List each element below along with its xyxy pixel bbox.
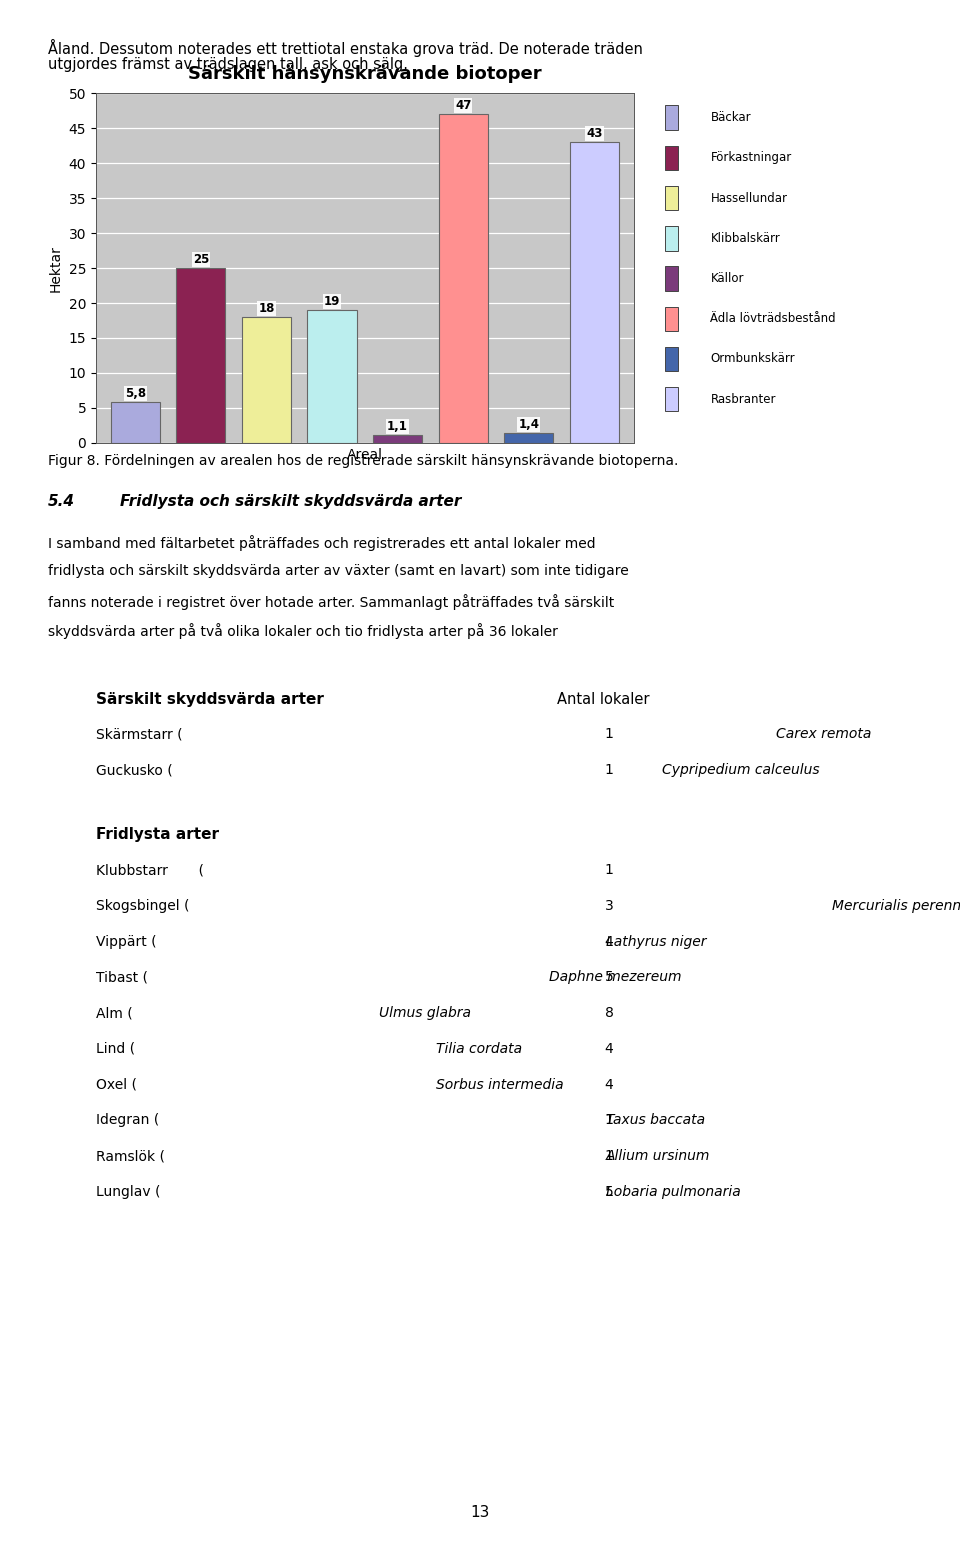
Text: Alm (: Alm ( — [96, 1005, 132, 1019]
Text: fanns noterade i registret över hotade arter. Sammanlagt påträffades två särskil: fanns noterade i registret över hotade a… — [48, 594, 614, 609]
Text: Tibast (: Tibast ( — [96, 970, 148, 984]
Text: 5: 5 — [605, 1184, 613, 1198]
Bar — [504, 434, 553, 443]
Text: 1: 1 — [605, 1148, 613, 1162]
Text: Allium ursinum: Allium ursinum — [606, 1148, 710, 1162]
Text: Förkastningar: Förkastningar — [710, 151, 792, 165]
Text: 43: 43 — [586, 127, 603, 140]
Text: 4: 4 — [605, 934, 613, 948]
Text: Sorbus intermedia: Sorbus intermedia — [436, 1077, 564, 1091]
Text: Guckusko (: Guckusko ( — [96, 763, 173, 777]
Text: 4: 4 — [605, 1041, 613, 1055]
Text: 25: 25 — [193, 253, 209, 266]
Text: Källor: Källor — [710, 272, 744, 284]
Text: Klibbalskärr: Klibbalskärr — [710, 232, 780, 246]
Text: Klubbstarr       (: Klubbstarr ( — [96, 862, 204, 876]
Text: Fridlysta och särskilt skyddsvärda arter: Fridlysta och särskilt skyddsvärda arter — [120, 494, 462, 510]
Bar — [242, 317, 291, 443]
Bar — [664, 266, 678, 291]
Y-axis label: Hektar: Hektar — [49, 244, 63, 292]
Text: 19: 19 — [324, 295, 340, 308]
Text: Lind (: Lind ( — [96, 1041, 135, 1055]
Bar — [664, 146, 678, 171]
Text: Åland. Dessutom noterades ett trettiotal enstaka grova träd. De noterade träden: Åland. Dessutom noterades ett trettiotal… — [48, 39, 643, 57]
Text: 5,8: 5,8 — [125, 387, 146, 401]
Bar — [177, 269, 226, 443]
Bar — [664, 186, 678, 210]
Text: 13: 13 — [470, 1504, 490, 1520]
Text: 5.4: 5.4 — [48, 494, 75, 510]
Text: utgjordes främst av trädslagen tall, ask och sälg.: utgjordes främst av trädslagen tall, ask… — [48, 57, 408, 73]
Text: Cypripedium calceulus: Cypripedium calceulus — [662, 763, 820, 777]
Text: Figur 8. Fördelningen av arealen hos de registrerade särskilt hänsynskrävande bi: Figur 8. Fördelningen av arealen hos de … — [48, 454, 679, 468]
Bar — [664, 387, 678, 412]
Bar — [664, 347, 678, 371]
Text: 5: 5 — [605, 970, 613, 984]
Text: Tilia cordata: Tilia cordata — [436, 1041, 522, 1055]
Text: Mercurialis perennis: Mercurialis perennis — [832, 898, 960, 912]
Text: 1: 1 — [605, 727, 613, 741]
Text: Oxel (: Oxel ( — [96, 1077, 137, 1091]
Bar — [307, 311, 356, 443]
Text: Idegran (: Idegran ( — [96, 1113, 159, 1127]
Bar — [664, 306, 678, 331]
Text: Ulmus glabra: Ulmus glabra — [379, 1005, 471, 1019]
Text: Lunglav (: Lunglav ( — [96, 1184, 160, 1198]
Bar — [569, 143, 619, 443]
Text: 8: 8 — [605, 1005, 613, 1019]
Text: Ormbunkskärr: Ormbunkskärr — [710, 353, 795, 365]
Text: Ramslök (: Ramslök ( — [96, 1148, 165, 1162]
Text: Rasbranter: Rasbranter — [710, 393, 776, 406]
Text: Skogsbingel (: Skogsbingel ( — [96, 898, 189, 912]
Text: 1,4: 1,4 — [518, 418, 540, 430]
Text: 1,1: 1,1 — [387, 420, 408, 434]
Text: Ädla lövträdsbestånd: Ädla lövträdsbestånd — [710, 312, 836, 325]
Bar — [664, 225, 678, 250]
Text: Antal lokaler: Antal lokaler — [557, 692, 649, 707]
Text: Lobaria pulmonaria: Lobaria pulmonaria — [606, 1184, 740, 1198]
Bar — [373, 435, 422, 443]
Text: 1: 1 — [605, 1113, 613, 1127]
Text: skyddsvärda arter på två olika lokaler och tio fridlysta arter på 36 lokaler: skyddsvärda arter på två olika lokaler o… — [48, 623, 558, 639]
Text: fridlysta och särskilt skyddsvärda arter av växter (samt en lavart) som inte tid: fridlysta och särskilt skyddsvärda arter… — [48, 564, 629, 578]
Text: Fridlysta arter: Fridlysta arter — [96, 827, 219, 842]
Text: I samband med fältarbetet påträffades och registrerades ett antal lokaler med: I samband med fältarbetet påträffades oc… — [48, 535, 595, 550]
Text: 3: 3 — [605, 898, 613, 912]
Text: 47: 47 — [455, 99, 471, 112]
Text: Taxus baccata: Taxus baccata — [606, 1113, 705, 1127]
Bar — [664, 106, 678, 131]
Text: 4: 4 — [605, 1077, 613, 1091]
Text: Daphne mezereum: Daphne mezereum — [549, 970, 682, 984]
Text: Skärmstarr (: Skärmstarr ( — [96, 727, 182, 741]
Text: Vippärt (: Vippärt ( — [96, 934, 156, 948]
Title: Särskilt hänsynskrävande biotoper: Särskilt hänsynskrävande biotoper — [188, 65, 541, 84]
Text: Hassellundar: Hassellundar — [710, 191, 787, 205]
Text: 1: 1 — [605, 862, 613, 876]
Text: Särskilt skyddsvärda arter: Särskilt skyddsvärda arter — [96, 692, 324, 707]
Text: Bäckar: Bäckar — [710, 112, 751, 124]
Text: Lathyrus niger: Lathyrus niger — [606, 934, 707, 948]
Text: 1: 1 — [605, 763, 613, 777]
Text: 18: 18 — [258, 301, 275, 315]
Bar — [110, 402, 160, 443]
Bar — [439, 115, 488, 443]
Text: Carex remota: Carex remota — [776, 727, 871, 741]
